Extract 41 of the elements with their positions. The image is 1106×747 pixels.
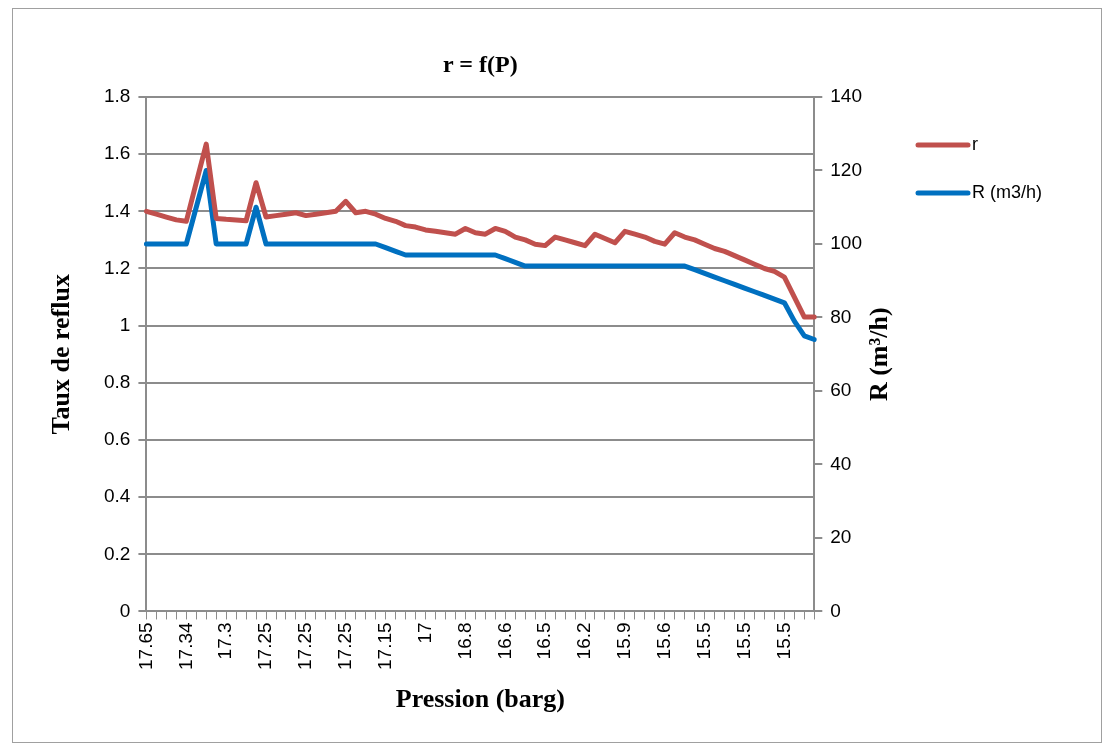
x-tick-label: 16.6 [493,622,515,660]
x-tick-label: 15.5 [772,622,794,660]
y-axis-title: Taux de reflux [45,274,75,435]
x-tick-label: 17.25 [254,622,276,670]
x-tick-label: 15.5 [692,622,714,660]
y-tick-label: 0.6 [103,428,131,450]
x-tick-label: 16.2 [573,622,595,660]
y-tick-label: 1.4 [103,199,131,221]
x-tick-label: 16.5 [533,622,555,660]
y-tick-label: 0.2 [103,542,131,564]
x-tick-label: 17.65 [134,622,156,670]
y-tick-label: 0.4 [103,485,131,507]
y2-tick-label: 0 [830,599,841,621]
y-tick-label: 1.2 [103,256,131,278]
x-tick-label: 17.34 [174,622,196,670]
chart-title: r = f(P) [443,51,518,78]
x-tick-label: 16.8 [453,622,475,660]
y-tick-label: 1.8 [103,85,131,107]
y-tick-label: 1 [119,313,131,335]
y2-axis-title: R (m³/h) [863,307,893,402]
y2-tick-label: 80 [830,305,852,327]
y2-tick-label: 60 [830,379,852,401]
x-axis-title: Pression (barg) [395,683,565,713]
x-tick-label: 17.15 [373,622,395,670]
legend-label: R (m3/h) [972,181,1043,202]
y-tick-label: 1.6 [103,142,131,164]
x-tick-label: 17 [413,622,435,644]
y2-tick-label: 40 [830,452,852,474]
y2-tick-label: 20 [830,526,852,548]
y2-tick-label: 120 [830,158,862,180]
x-tick-label: 15.9 [613,622,635,660]
legend-label: r [972,133,978,154]
x-tick-label: 15.6 [653,622,675,660]
x-tick-label: 17.3 [214,622,236,660]
y2-tick-label: 100 [830,232,862,254]
x-tick-label: 15.5 [732,622,754,660]
y-tick-label: 0 [119,599,131,621]
x-tick-label: 17.25 [294,622,316,670]
y-tick-label: 0.8 [103,371,131,393]
x-tick-label: 17.25 [334,622,356,670]
y2-tick-label: 140 [830,85,862,107]
